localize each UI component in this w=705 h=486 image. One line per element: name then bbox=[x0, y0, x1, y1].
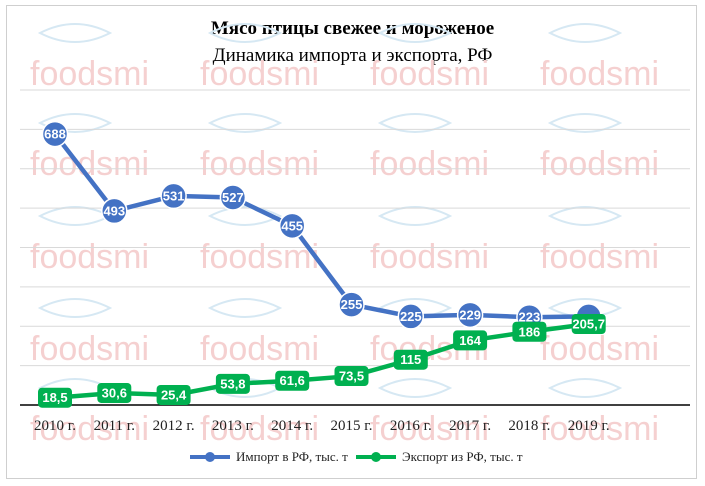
data-point bbox=[219, 184, 247, 211]
watermark-text: foodsmi bbox=[370, 145, 489, 183]
data-point bbox=[215, 373, 250, 394]
data-point bbox=[397, 303, 425, 330]
data-label: 164 bbox=[459, 333, 481, 348]
data-point bbox=[278, 212, 306, 240]
watermark-fish bbox=[37, 23, 113, 43]
data-point bbox=[38, 387, 72, 408]
legend: Импорт в РФ, тыс. т Экспорт из РФ, тыс. … bbox=[0, 448, 705, 466]
data-point bbox=[456, 301, 484, 329]
legend-import-label: Импорт в РФ, тыс. т bbox=[236, 449, 348, 464]
watermark-fish bbox=[377, 378, 453, 398]
data-point bbox=[393, 349, 428, 370]
watermark-text: foodsmi bbox=[200, 145, 319, 183]
watermark-text: foodsmi bbox=[200, 410, 319, 448]
watermark-fish bbox=[37, 298, 113, 318]
watermark-fish bbox=[207, 23, 283, 43]
data-label: 688 bbox=[44, 127, 66, 142]
data-point bbox=[156, 384, 191, 405]
legend-export-label: Экспорт из РФ, тыс. т bbox=[402, 449, 523, 464]
data-point bbox=[41, 120, 69, 148]
data-label: 229 bbox=[459, 307, 481, 322]
series-line bbox=[54, 321, 589, 400]
data-point bbox=[334, 366, 369, 387]
watermark-layer: foodsmi foodsmi foodsmi foodsmi foodsmi foods… bbox=[30, 23, 659, 448]
x-tick-label: 2013 г. bbox=[212, 418, 254, 434]
watermark-text: foodsmi bbox=[200, 238, 319, 276]
watermark-text: foodsmi bbox=[370, 55, 489, 93]
x-tick-label: 2010 г. bbox=[34, 418, 76, 434]
watermark-text: foodsmi bbox=[540, 410, 659, 448]
data-label: 255 bbox=[341, 297, 363, 312]
watermark-text: foodsmi bbox=[540, 55, 659, 93]
x-tick-label: 2017 г. bbox=[449, 418, 491, 434]
x-tick-label: 2011 г. bbox=[94, 418, 135, 434]
data-label: 225 bbox=[400, 309, 422, 324]
series-export: 18,5 30,6 25,4 53,8 61,6 73,5 115 164 186 205,7 bbox=[38, 314, 606, 408]
x-tick-label: 2019 г. bbox=[568, 418, 610, 434]
data-label: 30,6 bbox=[102, 385, 127, 400]
watermark-fish bbox=[547, 378, 623, 398]
data-label: 455 bbox=[281, 218, 303, 233]
x-tick-label: 2016 г. bbox=[390, 418, 432, 434]
watermark-text: foodsmi bbox=[540, 330, 659, 368]
data-point bbox=[453, 330, 488, 351]
data-point bbox=[275, 370, 310, 391]
series-line bbox=[53, 132, 589, 320]
data-point bbox=[571, 314, 606, 335]
watermark-fish bbox=[547, 113, 623, 133]
data-point bbox=[160, 182, 187, 210]
watermark-text: foodsmi bbox=[540, 238, 659, 276]
data-label: 25,4 bbox=[161, 387, 187, 402]
watermark-text: foodsmi bbox=[540, 145, 659, 183]
data-label: 115 bbox=[400, 352, 421, 367]
watermark-fish bbox=[377, 23, 453, 43]
legend-export-swatch bbox=[356, 452, 396, 462]
data-point bbox=[338, 291, 365, 318]
data-label: 223 bbox=[519, 310, 541, 325]
data-point bbox=[512, 321, 547, 342]
data-label: 493 bbox=[103, 203, 125, 218]
x-axis: 2010 г. 2011 г. 2012 г. 2013 г. 2014 г. 2015 … bbox=[20, 404, 690, 434]
data-point bbox=[101, 197, 128, 225]
watermark-fish bbox=[37, 206, 113, 226]
watermark-fish bbox=[547, 206, 623, 226]
data-label: 61,6 bbox=[280, 373, 305, 388]
chart-subtitle: Динамика импорта и экспорта, РФ bbox=[212, 45, 493, 66]
x-tick-label: 2014 г. bbox=[271, 418, 313, 434]
watermark-fish bbox=[547, 23, 623, 43]
data-label: 53,8 bbox=[220, 376, 245, 391]
data-label: 73,5 bbox=[339, 369, 364, 384]
data-label: 527 bbox=[222, 190, 244, 205]
watermark-text: foodsmi bbox=[30, 55, 149, 93]
data-label: 18,5 bbox=[42, 390, 67, 405]
legend-item-import: Импорт в РФ, тыс. т bbox=[190, 448, 348, 466]
x-tick-label: 2018 г. bbox=[508, 418, 550, 434]
legend-import-swatch bbox=[190, 452, 230, 462]
watermark-fish bbox=[377, 206, 453, 226]
data-label: 531 bbox=[163, 188, 185, 203]
data-label: 205,7 bbox=[572, 317, 605, 332]
watermark-text: foodsmi bbox=[370, 238, 489, 276]
watermark-text: foodsmi bbox=[200, 55, 319, 93]
watermark-text: foodsmi bbox=[30, 330, 149, 368]
x-tick-label: 2015 г. bbox=[331, 418, 373, 434]
data-point bbox=[97, 382, 132, 403]
watermark-text: foodsmi bbox=[30, 410, 149, 448]
chart-title: Мясо птицы свежее и мороженое bbox=[210, 18, 495, 39]
series-layer: 688 493 531 527 455 255 225 229 223 18,5 30,6 25,4 5… bbox=[38, 120, 606, 408]
legend-item-export: Экспорт из РФ, тыс. т bbox=[356, 448, 523, 466]
data-label: 186 bbox=[519, 324, 541, 339]
watermark-fish bbox=[207, 298, 283, 318]
series-import: 688 493 531 527 455 255 225 229 223 bbox=[41, 120, 602, 331]
watermark-text: foodsmi bbox=[200, 330, 319, 368]
x-tick-label: 2012 г. bbox=[153, 418, 195, 434]
watermark-fish bbox=[207, 113, 283, 133]
watermark-text: foodsmi bbox=[370, 410, 489, 448]
watermark-fish bbox=[377, 113, 453, 133]
watermark-text: foodsmi bbox=[30, 238, 149, 276]
